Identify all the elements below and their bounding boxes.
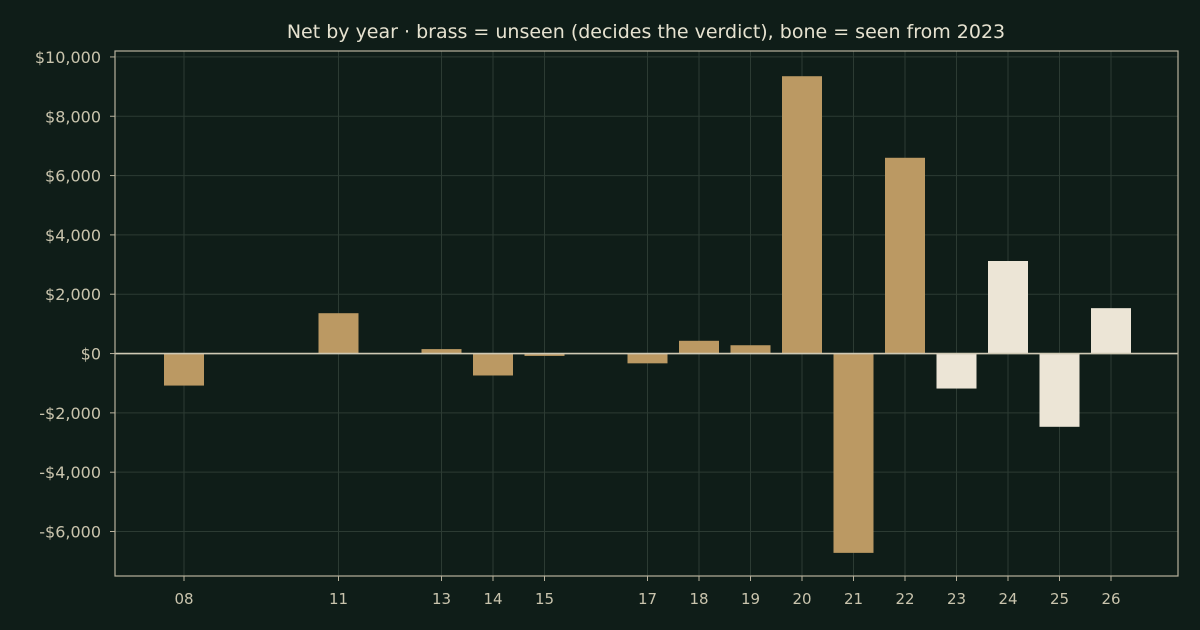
bar-11	[318, 313, 359, 354]
y-tick-label: $0	[81, 345, 101, 364]
bar-08	[164, 353, 204, 386]
bar-23	[936, 353, 977, 389]
x-tick-label: 19	[741, 590, 760, 608]
grid-lines	[115, 51, 1178, 576]
y-tick-label: $8,000	[45, 107, 101, 126]
x-tick-label: 17	[638, 590, 657, 608]
y-tick-label: -$6,000	[39, 523, 101, 542]
y-tick-label: -$4,000	[39, 463, 101, 482]
x-tick-label: 21	[844, 590, 863, 608]
x-tick-label: 18	[689, 590, 708, 608]
x-tick-label: 14	[483, 590, 502, 608]
x-tick-label: 20	[792, 590, 811, 608]
bar-21	[833, 353, 874, 553]
x-tick-label: 15	[535, 590, 554, 608]
x-tick-label: 11	[329, 590, 348, 608]
y-tick-label: -$2,000	[39, 404, 101, 423]
bar-13	[421, 349, 462, 354]
bars	[164, 76, 1131, 553]
plot-frame	[114, 50, 1179, 577]
x-tick-label: 24	[998, 590, 1017, 608]
x-tick-label: 26	[1101, 590, 1120, 608]
chart-title: Net by year · brass = unseen (decides th…	[287, 21, 1005, 43]
bar-26	[1091, 308, 1131, 354]
bar-15	[524, 353, 565, 356]
bar-18	[679, 340, 719, 354]
bar-22	[885, 157, 925, 354]
x-tick-label: 08	[174, 590, 193, 608]
bar-20	[782, 76, 822, 354]
x-tick-label: 25	[1050, 590, 1069, 608]
y-tick-label: $2,000	[45, 285, 101, 304]
bar-14	[473, 353, 513, 376]
y-tick-label: $6,000	[45, 167, 101, 186]
bar-19	[730, 345, 771, 354]
x-tick-label: 23	[947, 590, 966, 608]
y-tick-label: $4,000	[45, 226, 101, 245]
x-tick-label: 22	[895, 590, 914, 608]
bar-17	[627, 353, 668, 364]
bar-25	[1039, 353, 1080, 427]
x-tick-label: 13	[432, 590, 451, 608]
axes	[110, 50, 1179, 581]
bar-24	[988, 261, 1028, 354]
y-tick-label: $10,000	[35, 48, 101, 67]
tick-labels: -$6,000 -$4,000 -$2,000 $0 $2,000 $4,000 $6,00…	[35, 48, 1121, 608]
